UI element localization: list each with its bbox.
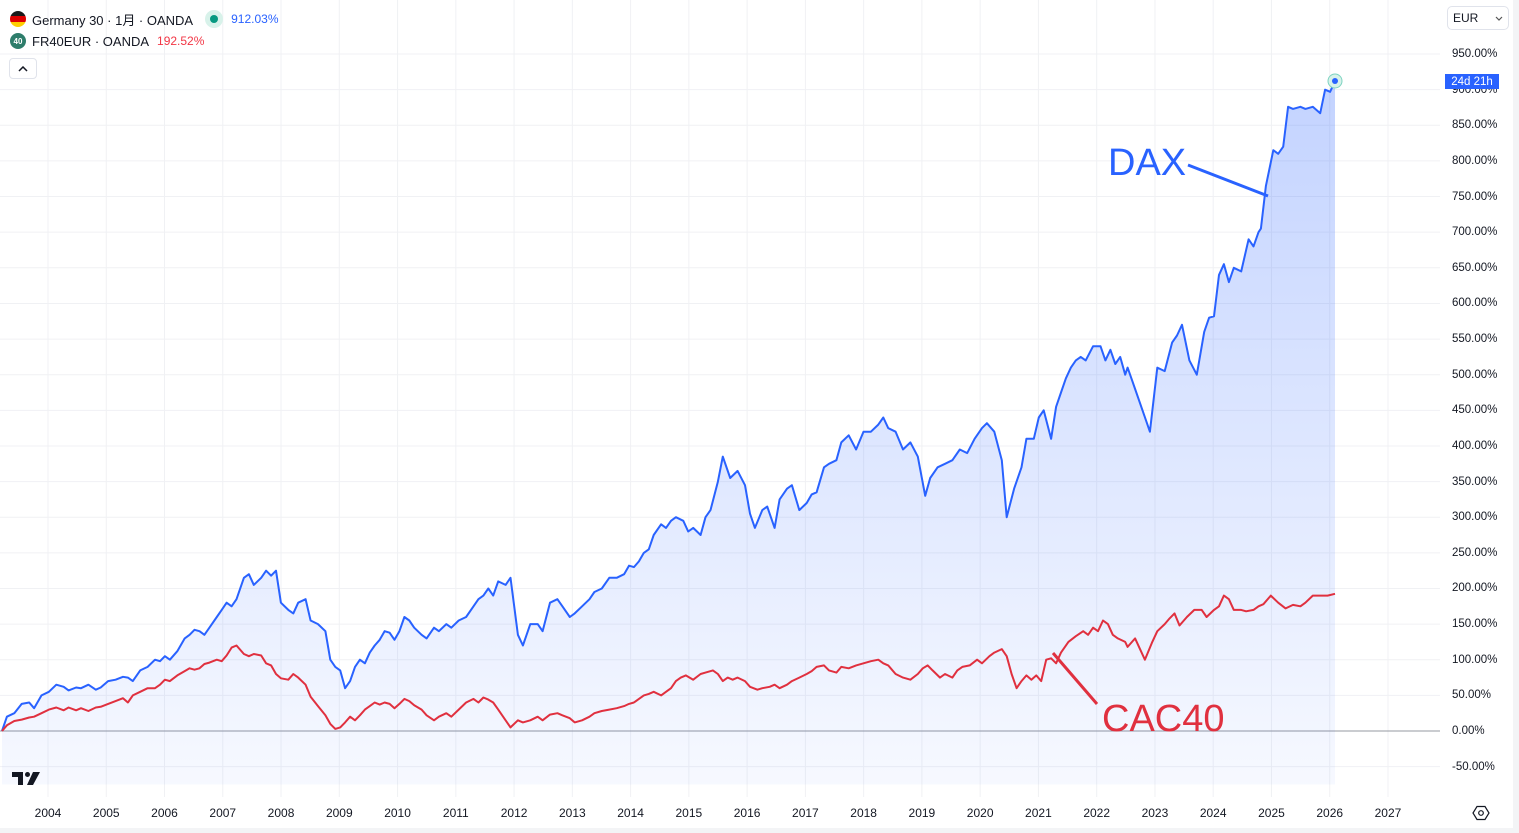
main-series-value: 912.03% xyxy=(231,12,279,26)
x-tick-label: 2024 xyxy=(1199,806,1227,820)
x-tick-label: 2026 xyxy=(1316,806,1344,820)
x-tick-label: 2017 xyxy=(792,806,819,820)
chevron-down-icon xyxy=(1495,16,1503,21)
y-tick-label: 750.00% xyxy=(1452,190,1498,203)
cac40-annotation-arrow xyxy=(1051,652,1099,705)
cac40-line[interactable] xyxy=(1,592,1336,732)
x-tick-label: 2014 xyxy=(617,806,644,820)
y-tick-label: 550.00% xyxy=(1452,333,1498,346)
y-tick-label: 950.00% xyxy=(1452,48,1498,61)
x-tick-label: 2022 xyxy=(1083,806,1111,820)
legend-main-series[interactable]: Germany 30 · 1月 · OANDA 912.03% xyxy=(10,8,278,30)
currency-selector[interactable]: EUR xyxy=(1447,6,1509,30)
y-tick-label: 300.00% xyxy=(1452,511,1498,524)
x-tick-label: 2007 xyxy=(209,806,237,820)
x-tick-label: 2004 xyxy=(34,806,62,820)
y-tick-label: 650.00% xyxy=(1452,261,1498,274)
compare-symbol-label: FR40EUR · OANDA xyxy=(32,33,150,49)
x-tick-label: 2011 xyxy=(442,806,469,820)
x-tick-label: 2025 xyxy=(1258,806,1285,820)
x-tick-label: 2027 xyxy=(1374,806,1402,820)
y-tick-label: 500.00% xyxy=(1452,368,1498,381)
right-edge xyxy=(1513,0,1519,833)
x-tick-label: 2015 xyxy=(675,806,703,820)
cac40-symbol-icon: 40 xyxy=(10,33,26,49)
y-tick-label: 800.00% xyxy=(1452,154,1498,167)
market-status-icon xyxy=(205,10,224,28)
bottom-edge xyxy=(0,828,1519,833)
tradingview-logo-icon[interactable] xyxy=(12,770,44,791)
x-tick-label: 2006 xyxy=(151,806,178,820)
x-tick-label: 2008 xyxy=(267,806,295,820)
dax-annotation-arrow xyxy=(1187,163,1269,198)
x-tick-label: 2010 xyxy=(384,806,411,820)
germany-flag-icon xyxy=(10,11,26,27)
x-tick-label: 2023 xyxy=(1141,806,1169,820)
y-tick-label: 50.00% xyxy=(1452,689,1492,702)
y-tick-label: 200.00% xyxy=(1452,582,1498,595)
y-tick-label: 400.00% xyxy=(1452,439,1498,452)
dax-area-fill xyxy=(2,81,1335,785)
main-symbol-label: Germany 30 · 1月 · OANDA xyxy=(32,12,194,28)
compare-series-value: 192.52% xyxy=(157,34,205,48)
y-tick-label: -50.00% xyxy=(1452,760,1495,773)
settings-gear-icon xyxy=(1472,805,1490,821)
collapse-legend-button[interactable] xyxy=(9,58,37,79)
dax-annotation-label[interactable]: DAX xyxy=(1108,142,1187,184)
x-tick-label: 2021 xyxy=(1025,806,1052,820)
y-tick-label: 700.00% xyxy=(1452,226,1498,239)
x-tick-label: 2012 xyxy=(500,806,528,820)
x-tick-label: 2018 xyxy=(850,806,877,820)
x-tick-label: 2013 xyxy=(558,806,586,820)
legend-compare-series[interactable]: 40 FR40EUR · OANDA 192.52% xyxy=(10,30,278,52)
x-tick-label: 2009 xyxy=(325,806,353,820)
countdown-price-tag: 24d 21h xyxy=(1445,74,1499,89)
x-tick-label: 2016 xyxy=(733,806,761,820)
legend: Germany 30 · 1月 · OANDA 912.03% 40 FR40E… xyxy=(10,8,278,52)
y-tick-label: 600.00% xyxy=(1452,297,1498,310)
x-tick-label: 2005 xyxy=(92,806,120,820)
y-tick-label: 250.00% xyxy=(1452,546,1498,559)
currency-value: EUR xyxy=(1453,11,1479,25)
y-tick-label: 0.00% xyxy=(1452,725,1485,737)
y-tick-label: 100.00% xyxy=(1452,653,1498,666)
last-value-dot xyxy=(1332,78,1338,84)
cac40-annotation-label[interactable]: CAC40 xyxy=(1102,698,1225,740)
y-tick-label: 150.00% xyxy=(1452,618,1498,631)
y-tick-label: 350.00% xyxy=(1452,475,1498,488)
x-tick-label: 2019 xyxy=(908,806,936,820)
x-tick-label: 2020 xyxy=(966,806,994,820)
chevron-up-icon xyxy=(18,65,28,72)
axis-settings-button[interactable] xyxy=(1472,804,1490,827)
y-tick-label: 450.00% xyxy=(1452,404,1498,417)
dax-line[interactable] xyxy=(1,80,1336,732)
y-tick-label: 850.00% xyxy=(1452,119,1498,132)
